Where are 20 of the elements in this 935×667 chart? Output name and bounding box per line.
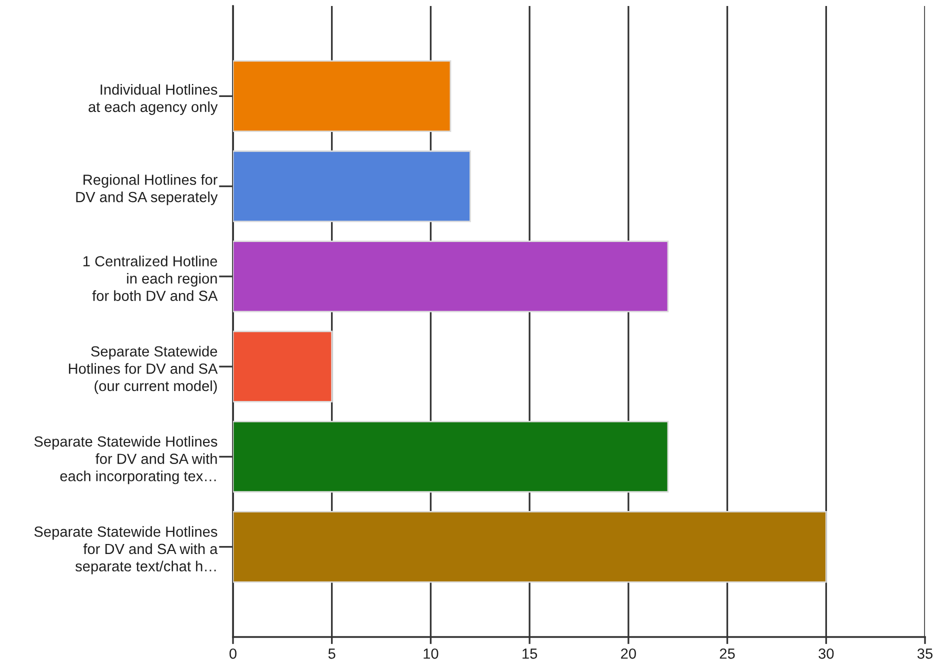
x-tick-label: 0 bbox=[230, 648, 236, 659]
y-tick-label: Individual Hotlines at each agency only bbox=[88, 84, 218, 115]
y-tick-label: Separate Statewide Hotlines for DV and SA with each incorporating tex… bbox=[34, 436, 218, 484]
y-tick-label: Separate Statewide Hotlines for DV and SA with a separate text/chat h… bbox=[34, 526, 218, 574]
x-tick-label: 30 bbox=[818, 648, 834, 659]
bar bbox=[233, 420, 669, 493]
bar bbox=[233, 330, 333, 402]
bar bbox=[233, 511, 827, 583]
x-tick-label: 35 bbox=[917, 648, 932, 659]
y-tick-label: Separate Statewide Hotlines for DV and SA (our current model) bbox=[68, 346, 218, 394]
x-tick-label: 25 bbox=[720, 648, 735, 659]
y-tick-label: Regional Hotlines for DV and SA seperately bbox=[76, 174, 218, 206]
x-tick-label: 15 bbox=[522, 648, 538, 659]
bar bbox=[233, 60, 452, 132]
x-tick-label: 20 bbox=[621, 648, 636, 659]
bar bbox=[233, 240, 669, 312]
y-tick-label: 1 Centralized Hotline in each region for both DV and SA bbox=[83, 256, 218, 301]
x-tick-label: 5 bbox=[328, 648, 336, 659]
bar bbox=[233, 150, 471, 222]
x-tick-label: 10 bbox=[424, 648, 438, 659]
